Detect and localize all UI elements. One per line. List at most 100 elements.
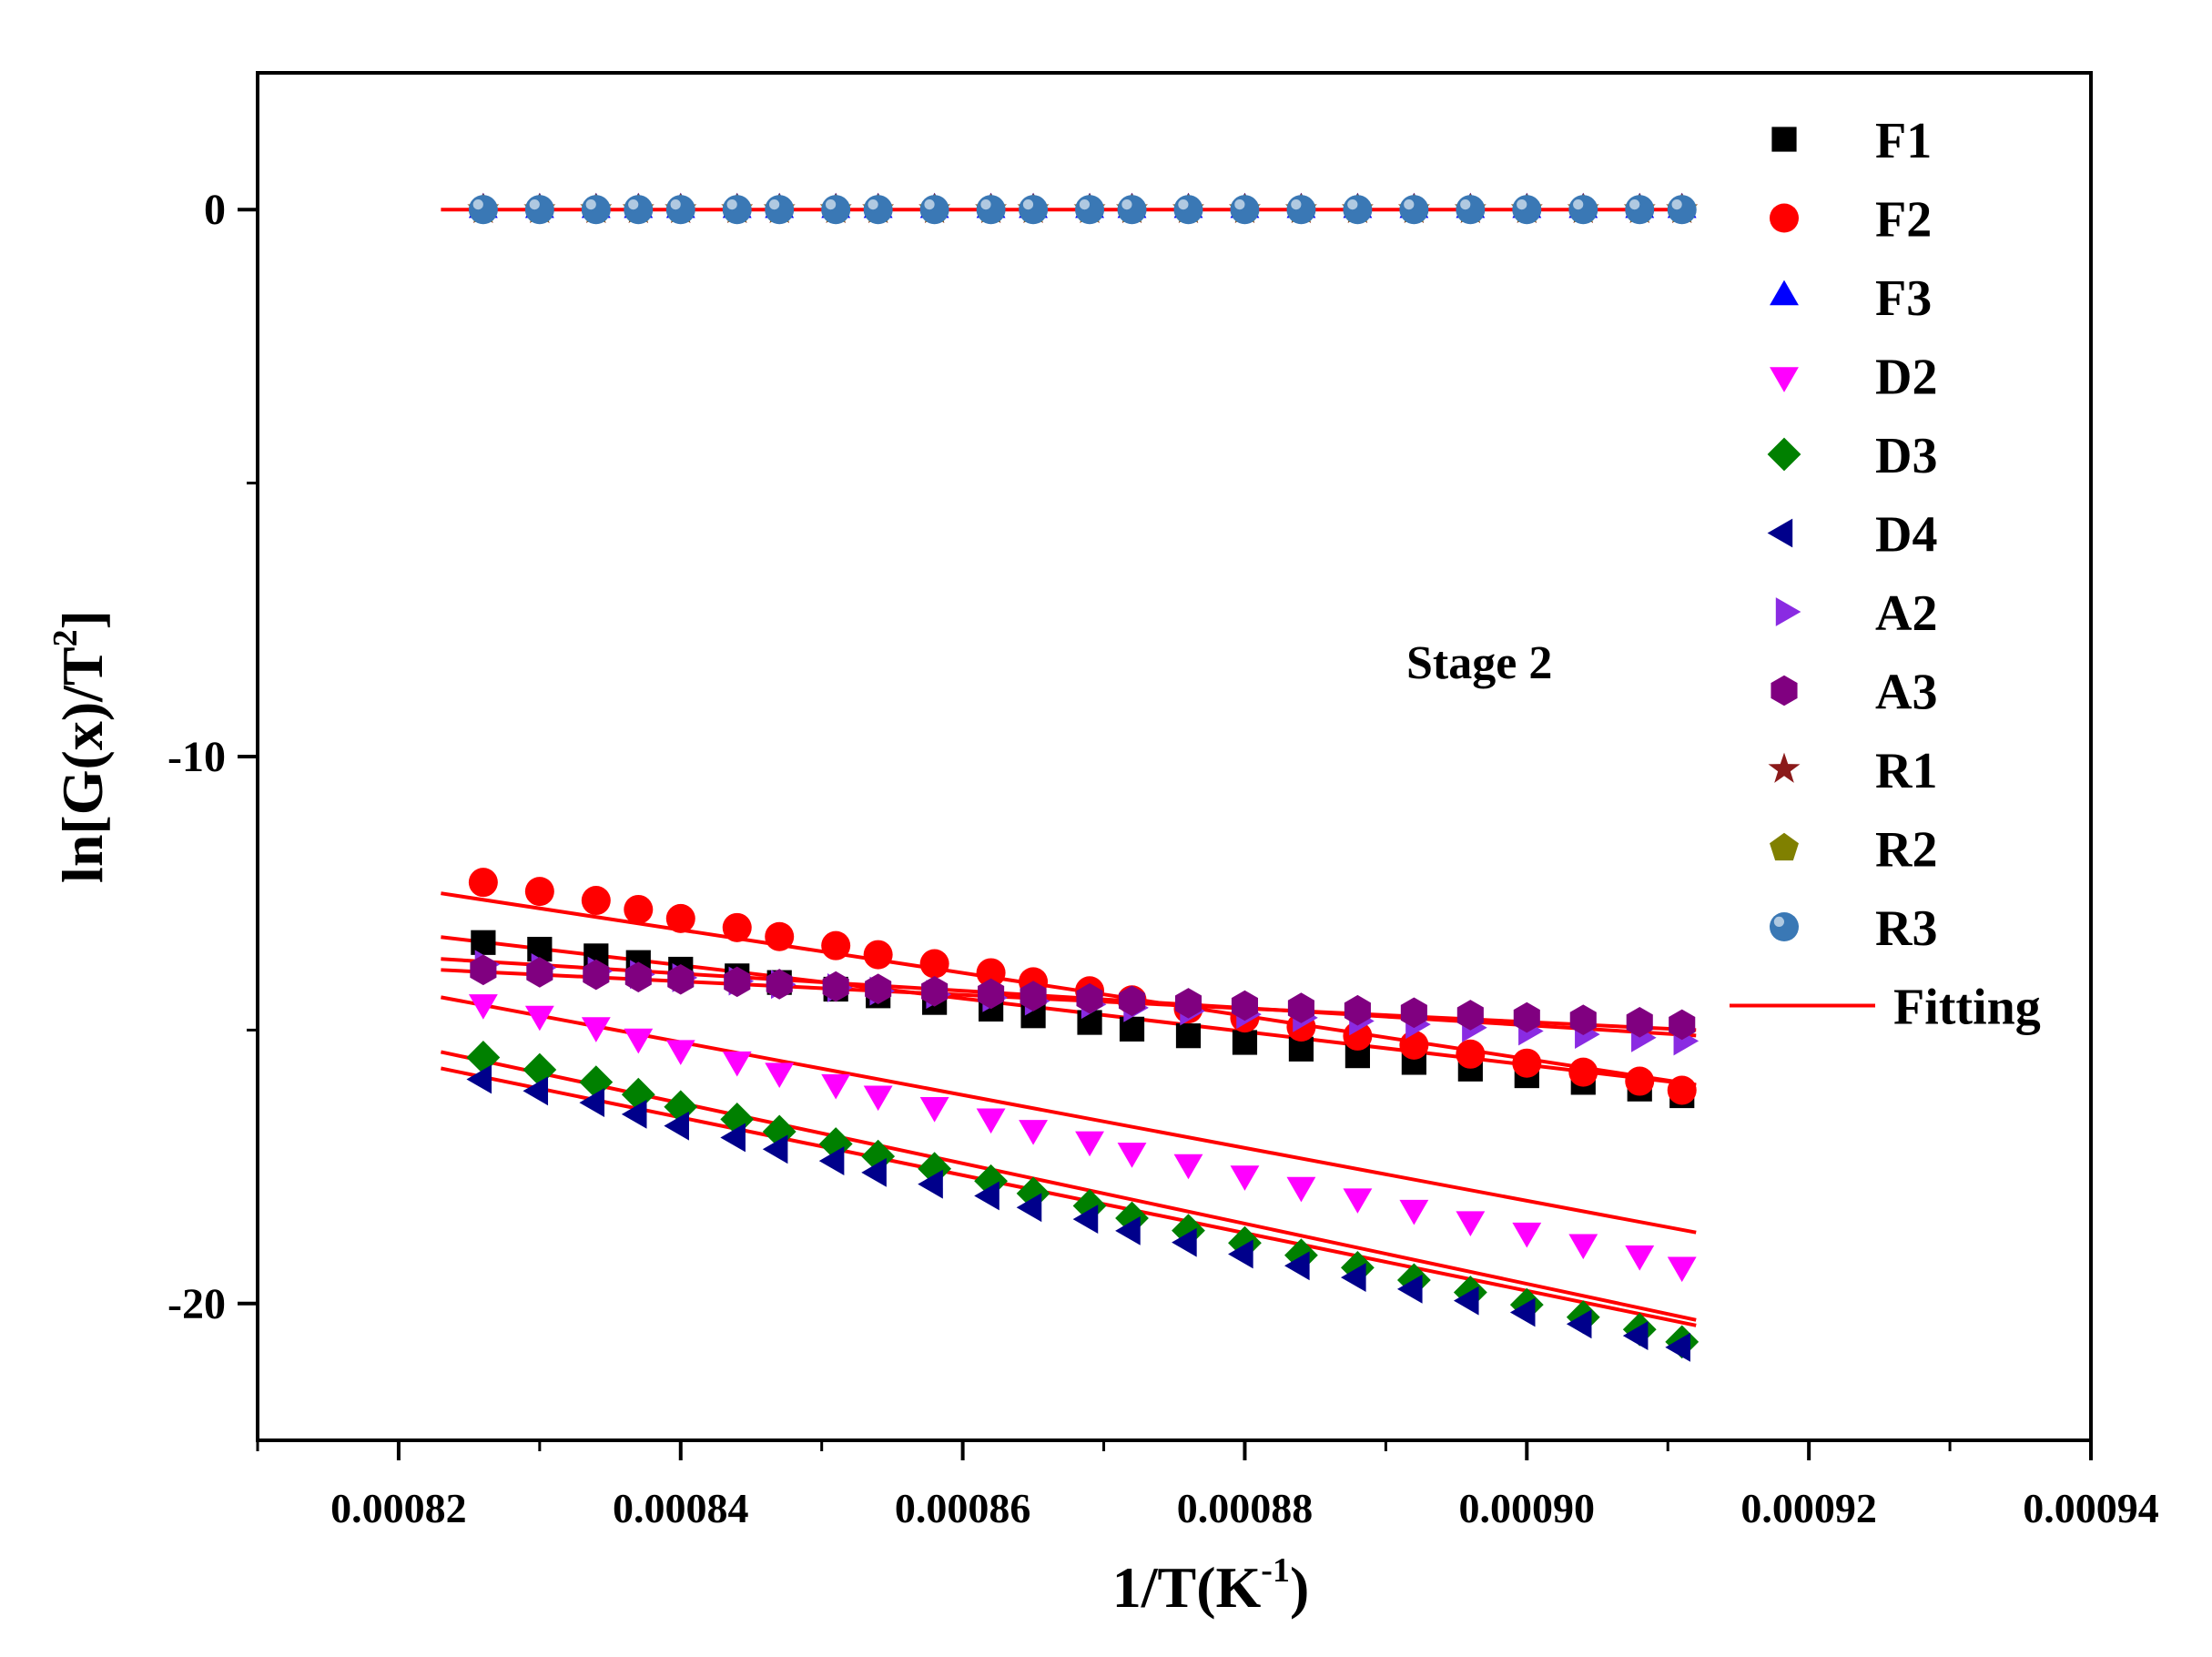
legend-marker-r3 [1770, 912, 1799, 941]
point-r3-7-body [821, 195, 851, 225]
point-r3-5 [722, 195, 752, 225]
legend-label-r3: R3 [1875, 900, 1937, 957]
point-d2-7 [821, 1073, 851, 1100]
x-axis-label: 1/T(K-1) [1112, 1551, 1310, 1620]
point-d4-1 [523, 1076, 549, 1106]
point-f2-9 [919, 949, 949, 979]
point-d4-12 [1072, 1205, 1099, 1235]
y-tick-label-1: -10 [167, 733, 226, 781]
point-r3-11-highlight [1022, 199, 1034, 210]
point-r3-2-body [581, 195, 611, 225]
x-tick-label-3: 0.00088 [1177, 1485, 1314, 1531]
fit-lines [440, 208, 1697, 1327]
point-f2-22 [1625, 1066, 1655, 1096]
point-d4-8 [861, 1157, 887, 1187]
legend-label-f1: F1 [1875, 113, 1932, 169]
point-d4-5 [720, 1123, 746, 1153]
point-r3-20-body [1512, 195, 1542, 225]
point-r3-16 [1286, 195, 1316, 225]
point-a3-0 [470, 954, 497, 986]
plot-frame [256, 71, 2093, 1442]
point-d3-10 [974, 1164, 1008, 1198]
series-f2 [468, 868, 1697, 1105]
point-d2-19 [1456, 1211, 1486, 1236]
point-d2-8 [863, 1085, 893, 1112]
point-d4-21 [1566, 1309, 1592, 1339]
point-d2-21 [1568, 1234, 1598, 1260]
point-f1-0 [471, 930, 496, 955]
point-r3-11 [1019, 195, 1049, 225]
point-d3-2 [579, 1065, 614, 1100]
point-a3-11 [1020, 981, 1047, 1011]
point-d2-9 [919, 1097, 949, 1123]
point-d3-9 [918, 1152, 952, 1186]
point-d2-15 [1230, 1165, 1260, 1191]
y-axis-label-sup: 2 [46, 629, 85, 646]
point-f2-21 [1568, 1057, 1598, 1087]
point-f2-3 [624, 894, 654, 924]
point-r3-10 [976, 195, 1006, 225]
data-points [466, 192, 1700, 1362]
point-f2-10 [976, 958, 1006, 988]
point-f2-0 [468, 868, 498, 898]
point-r3-1 [524, 195, 554, 225]
point-d2-10 [976, 1108, 1006, 1134]
point-r3-21-body [1568, 195, 1598, 225]
point-a3-13 [1118, 985, 1146, 1017]
point-f2-7 [821, 930, 851, 961]
point-d2-17 [1343, 1188, 1373, 1214]
legend-marker-a2 [1775, 597, 1801, 626]
legend-label-d3: D3 [1875, 428, 1937, 484]
point-r3-19-body [1456, 195, 1486, 225]
point-r3-2-highlight [585, 199, 596, 210]
point-r3-16-body [1286, 195, 1316, 225]
point-a3-20 [1513, 1001, 1540, 1033]
point-r3-0 [468, 195, 498, 225]
point-a3-9 [921, 976, 949, 1007]
point-r3-14-body [1173, 195, 1203, 225]
point-f2-20 [1512, 1048, 1542, 1078]
point-d2-3 [624, 1028, 654, 1054]
point-a3-6 [766, 969, 793, 1000]
point-f2-23 [1667, 1075, 1697, 1105]
point-a3-14 [1174, 988, 1202, 1019]
point-r3-12-highlight [1079, 199, 1091, 210]
legend-label-d2: D2 [1875, 350, 1937, 406]
point-a3-17 [1344, 994, 1371, 1026]
legend-label-r2: R2 [1875, 822, 1937, 879]
point-r3-5-body [722, 195, 752, 225]
point-r3-7-highlight [825, 199, 837, 210]
point-d3-14 [1172, 1214, 1205, 1248]
point-d2-14 [1173, 1154, 1203, 1180]
point-f2-1 [524, 877, 554, 907]
point-a3-3 [624, 961, 652, 992]
point-d4-17 [1341, 1263, 1366, 1293]
point-d4-10 [974, 1181, 999, 1211]
point-r3-23-body [1667, 195, 1697, 225]
point-r3-12 [1075, 195, 1105, 225]
legend-marker-d4 [1767, 518, 1793, 548]
point-a3-16 [1287, 992, 1314, 1023]
point-d4-2 [579, 1088, 605, 1118]
point-d2-1 [524, 1005, 554, 1032]
x-tick-label-2: 0.00086 [895, 1485, 1031, 1531]
point-d4-20 [1509, 1297, 1536, 1327]
point-d4-18 [1396, 1274, 1423, 1304]
legend-marker-f2 [1770, 203, 1799, 233]
point-f2-6 [765, 921, 795, 951]
point-r3-18 [1399, 195, 1429, 225]
point-d2-18 [1399, 1199, 1429, 1225]
point-a3-19 [1456, 1000, 1484, 1031]
point-d4-11 [1016, 1193, 1042, 1223]
point-r3-3-highlight [628, 199, 639, 210]
d2-fit [441, 995, 1697, 1235]
point-r3-11-body [1019, 195, 1049, 225]
point-r3-15-body [1230, 195, 1260, 225]
point-r3-18-body [1399, 195, 1429, 225]
point-a3-18 [1400, 997, 1427, 1029]
series-d2 [468, 994, 1697, 1283]
y-tick-label-0: 0 [204, 186, 226, 234]
point-d4-14 [1172, 1227, 1197, 1257]
point-r3-20 [1512, 195, 1542, 225]
